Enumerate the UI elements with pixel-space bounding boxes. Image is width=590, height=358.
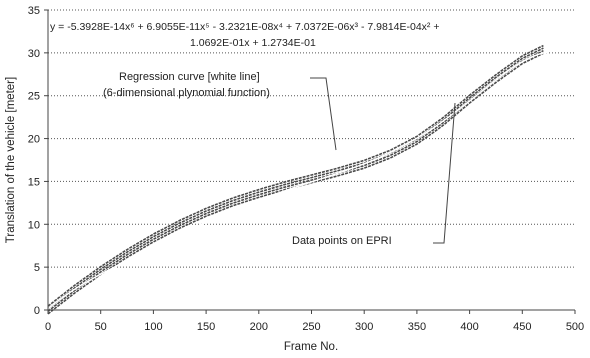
y-tick-label: 0: [34, 305, 40, 317]
x-tick-label: 50: [95, 321, 107, 333]
equation-line-2: 1.0692E-01x + 1.2734E-01: [190, 37, 316, 49]
x-tick-label: 200: [250, 321, 268, 333]
x-tick-label: 250: [302, 321, 320, 333]
regression-callout-line: [310, 77, 337, 151]
axes: [44, 9, 576, 314]
y-tick-label: 5: [34, 262, 40, 274]
x-tick-label: 350: [408, 321, 426, 333]
x-axis-title: Frame No.: [284, 341, 338, 353]
x-tick-label: 500: [566, 321, 584, 333]
x-tick-label: 100: [144, 321, 162, 333]
y-tick-label: 25: [28, 91, 40, 103]
y-tick-label: 35: [28, 5, 40, 17]
x-tick-label: 0: [45, 321, 51, 333]
equation-line-1: y = -5.3928E-14x⁶ + 6.9055E-11x⁵ - 3.232…: [50, 21, 439, 33]
x-tick-label: 150: [197, 321, 215, 333]
regression-curve: [47, 51, 548, 310]
data-layer: [47, 44, 548, 315]
y-axis-title: Translation of the vehicle [meter]: [5, 77, 17, 243]
data-points-annotation: Data points on EPRI: [292, 235, 392, 247]
x-tick-label: 450: [513, 321, 531, 333]
regression-annotation-line-1: Regression curve [white line]: [119, 71, 260, 83]
data-points-band: [47, 47, 544, 310]
regression-annotation-line-2: (6-dimensional plynomial function): [103, 87, 270, 99]
y-tick-label: 20: [28, 134, 40, 146]
x-tick-label: 400: [460, 321, 478, 333]
y-tick-label: 10: [28, 219, 40, 231]
gridlines: [48, 9, 575, 268]
data-points-callout-line: [433, 102, 456, 244]
y-tick-label: 30: [28, 48, 40, 60]
data-points-band: [47, 44, 544, 307]
x-tick-label: 300: [355, 321, 373, 333]
y-tick-label: 15: [28, 176, 40, 188]
